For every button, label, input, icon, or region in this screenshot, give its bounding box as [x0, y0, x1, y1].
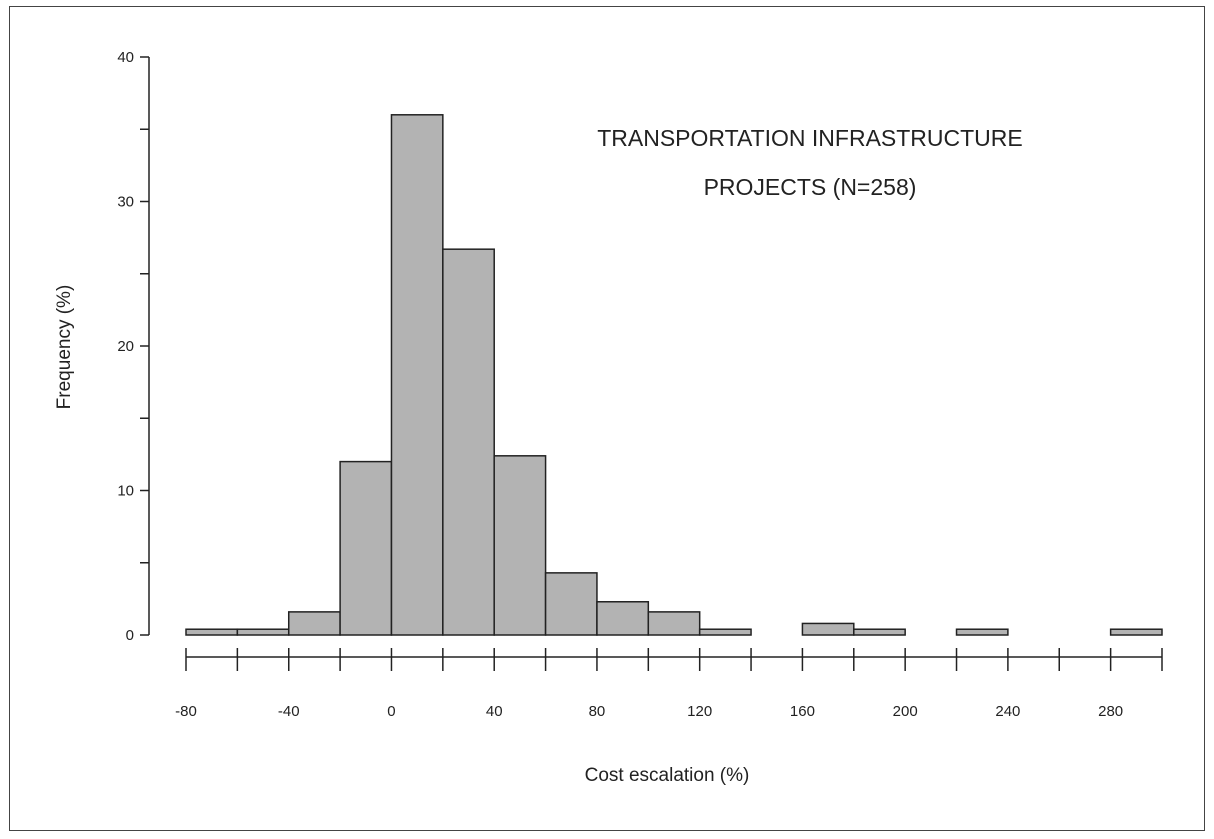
histogram-bar	[955, 628, 1009, 636]
histogram-bar	[544, 572, 598, 636]
histogram-bar	[236, 628, 290, 636]
histogram-bar	[493, 455, 547, 636]
histogram-bar	[390, 114, 444, 636]
x-tick-label: 200	[893, 703, 918, 720]
x-axis: -80 -40 0 40 80 120 160 200 240 280	[175, 648, 1163, 720]
chart-title-line-2: PROJECTS (N=258)	[704, 174, 917, 200]
x-tick-label: 0	[387, 703, 395, 720]
x-tick-label: 160	[790, 703, 815, 720]
x-axis-label: Cost escalation (%)	[585, 765, 750, 786]
x-tick-label: 40	[486, 703, 503, 720]
y-tick-label: 40	[117, 49, 134, 66]
chart-frame	[9, 6, 1205, 831]
histogram-bar	[596, 601, 650, 636]
x-tick-label: 240	[995, 703, 1020, 720]
x-tick-label: -80	[175, 703, 197, 720]
histogram-bar	[442, 248, 495, 636]
histogram-bar	[287, 611, 341, 636]
histogram-bar	[698, 628, 752, 636]
histogram-bar	[853, 628, 906, 636]
x-tick-label: 120	[687, 703, 712, 720]
histogram-bars	[185, 114, 1163, 636]
y-tick-label: 30	[117, 194, 134, 211]
x-tick-label: -40	[278, 703, 300, 720]
histogram-bar	[647, 611, 701, 636]
histogram-bar	[801, 622, 855, 636]
y-axis: 0 10 20 30 40	[117, 49, 150, 644]
x-tick-label: 280	[1098, 703, 1123, 720]
y-tick-label: 0	[126, 627, 134, 644]
y-tick-label: 10	[117, 483, 134, 500]
histogram-bar	[185, 628, 239, 636]
histogram-bar	[339, 460, 393, 636]
x-tick-label: 80	[589, 703, 606, 720]
y-tick-label: 20	[117, 338, 134, 355]
chart-title-line-1: TRANSPORTATION INFRASTRUCTURE	[597, 125, 1023, 151]
histogram-bar	[1109, 628, 1163, 636]
y-axis-label: Frequency (%)	[54, 285, 75, 410]
